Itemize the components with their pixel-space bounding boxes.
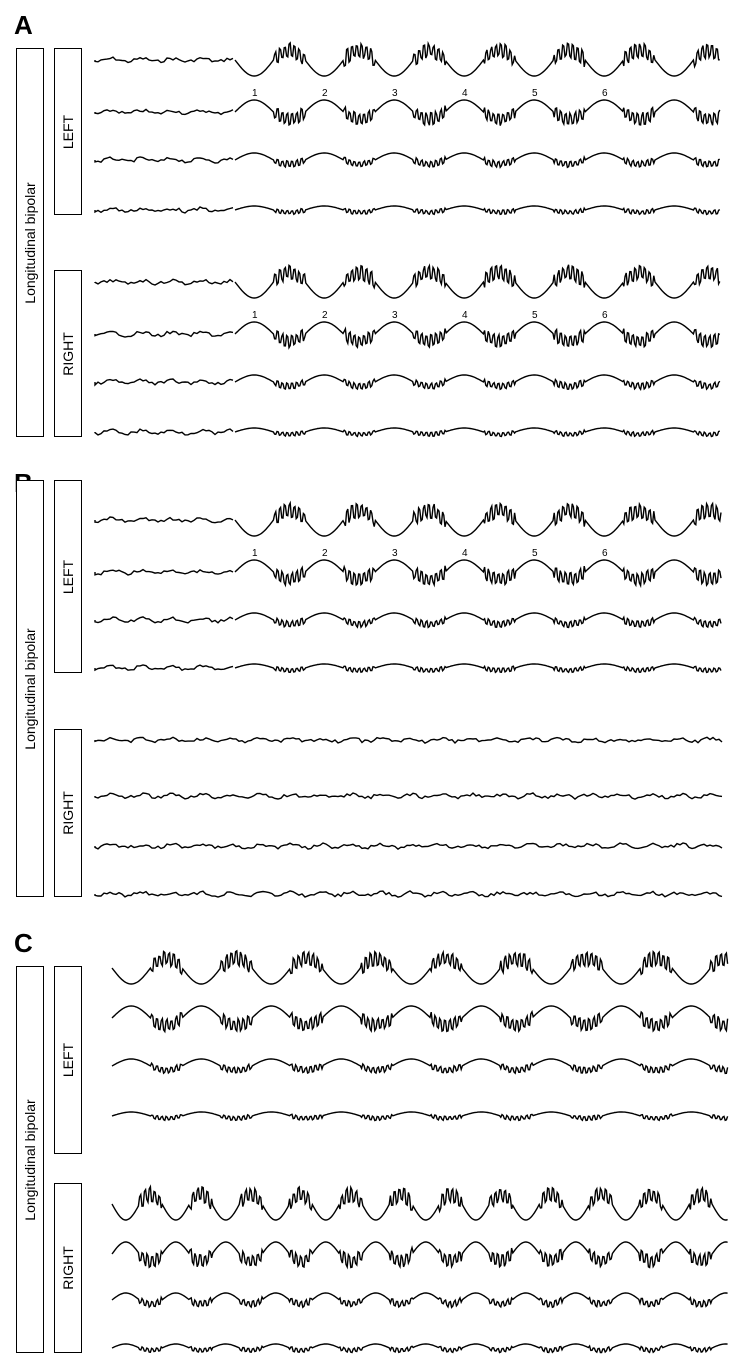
- peak-number: 1: [252, 310, 258, 321]
- montage-label-box: Longitudinal bipolar: [16, 480, 44, 897]
- eeg-trace-discharge: [234, 321, 721, 350]
- peak-number: 6: [602, 310, 608, 321]
- side-label-box-left: LEFT: [54, 966, 82, 1154]
- eeg-trace-baseline: [94, 56, 234, 64]
- eeg-trace-discharge: [234, 612, 722, 629]
- peak-number: 1: [252, 88, 258, 99]
- eeg-trace-discharge: [234, 152, 720, 169]
- eeg-traces-c: [111, 949, 729, 1354]
- panel-c: C Longitudinal bipolar LEFT RIGHT: [0, 922, 741, 1357]
- eeg-trace-discharge: [234, 663, 722, 674]
- eeg-trace-discharge: [111, 1184, 728, 1221]
- eeg-trace-baseline: [94, 736, 723, 745]
- eeg-traces-a: 1 2 3 4 5 6 1 2 3 4 5 6: [94, 40, 721, 438]
- eeg-trace-baseline: [94, 792, 723, 801]
- side-label-box-right: RIGHT: [54, 729, 82, 897]
- eeg-trace-baseline: [94, 516, 234, 524]
- eeg-trace-discharge: [111, 1058, 729, 1075]
- eeg-trace-baseline: [94, 568, 234, 576]
- peak-number: 2: [322, 310, 328, 321]
- peak-number: 1: [252, 548, 258, 559]
- eeg-trace-baseline: [94, 664, 234, 672]
- side-label-box-right: RIGHT: [54, 270, 82, 437]
- eeg-trace-baseline: [94, 108, 234, 116]
- eeg-trace-discharge: [111, 1343, 728, 1354]
- eeg-trace-discharge: [111, 1005, 729, 1034]
- peak-number: 3: [392, 88, 398, 99]
- eeg-trace-baseline: [94, 206, 234, 214]
- eeg-trace-discharge: [234, 40, 720, 77]
- panel-letter: A: [14, 10, 33, 40]
- peak-number: 6: [602, 548, 608, 559]
- peak-number: 3: [392, 310, 398, 321]
- eeg-trace-baseline: [94, 842, 723, 850]
- eeg-trace-baseline: [94, 278, 234, 286]
- eeg-trace-discharge: [111, 1241, 728, 1270]
- side-label-box-right: RIGHT: [54, 1183, 82, 1353]
- peak-number: 2: [322, 88, 328, 99]
- eeg-trace-discharge: [234, 559, 722, 589]
- montage-label-box: Longitudinal bipolar: [16, 48, 44, 437]
- eeg-trace-baseline: [94, 428, 234, 436]
- eeg-trace-discharge: [234, 427, 721, 438]
- peak-number: 4: [462, 88, 468, 99]
- eeg-trace-discharge: [234, 374, 721, 391]
- peak-number: 5: [532, 548, 538, 559]
- peak-number: 4: [462, 548, 468, 559]
- eeg-trace-discharge: [111, 1111, 729, 1122]
- eeg-trace-discharge: [111, 1292, 728, 1309]
- eeg-traces-b: 1 2 3 4 5 6: [94, 500, 723, 898]
- peak-number: 5: [532, 310, 538, 321]
- panel-a: A Longitudinal bipolar LEFT RIGHT 1 2 3 4 5 6…: [0, 0, 741, 445]
- eeg-trace-baseline: [94, 156, 234, 164]
- eeg-trace-discharge: [234, 500, 722, 537]
- eeg-trace-baseline: [94, 378, 234, 387]
- peak-number: 6: [602, 88, 608, 99]
- panel-letter: C: [14, 928, 33, 958]
- peak-number: 3: [392, 548, 398, 559]
- montage-label-box: Longitudinal bipolar: [16, 966, 44, 1353]
- eeg-trace-baseline: [94, 616, 234, 624]
- eeg-trace-discharge: [234, 263, 721, 299]
- peak-number: 5: [532, 88, 538, 99]
- eeg-trace-discharge: [234, 99, 721, 127]
- eeg-trace-baseline: [94, 890, 723, 898]
- eeg-trace-discharge: [234, 205, 721, 216]
- peak-number: 4: [462, 310, 468, 321]
- eeg-trace-discharge: [111, 949, 729, 985]
- side-label-box-left: LEFT: [54, 48, 82, 215]
- eeg-trace-baseline: [94, 330, 234, 338]
- side-label-box-left: LEFT: [54, 480, 82, 673]
- peak-number: 2: [322, 548, 328, 559]
